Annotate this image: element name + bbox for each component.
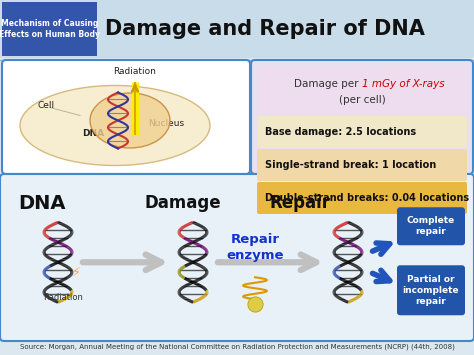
- FancyBboxPatch shape: [0, 174, 474, 341]
- Text: (per cell): (per cell): [338, 95, 385, 105]
- Text: 1 mGy of X-rays: 1 mGy of X-rays: [362, 79, 445, 89]
- Text: DNA: DNA: [18, 194, 65, 213]
- FancyBboxPatch shape: [257, 149, 467, 181]
- Text: Single-strand break: 1 location: Single-strand break: 1 location: [265, 160, 436, 170]
- Text: Base damage: 2.5 locations: Base damage: 2.5 locations: [265, 127, 416, 137]
- Ellipse shape: [20, 86, 210, 165]
- Text: Damage and Repair of DNA: Damage and Repair of DNA: [105, 19, 425, 39]
- Bar: [2, 2, 97, 56]
- Ellipse shape: [90, 93, 170, 148]
- Text: Source: Morgan, Annual Meeting of the National Committee on Radiation Protection: Source: Morgan, Annual Meeting of the Na…: [19, 344, 455, 350]
- Text: Repair: Repair: [270, 194, 331, 212]
- FancyBboxPatch shape: [251, 60, 473, 174]
- Text: DNA: DNA: [82, 129, 104, 138]
- Text: Radiation: Radiation: [43, 293, 83, 302]
- FancyBboxPatch shape: [397, 207, 465, 245]
- Text: Nucleus: Nucleus: [148, 119, 184, 128]
- Text: Radiation: Radiation: [114, 67, 156, 76]
- Text: Repair
enzyme: Repair enzyme: [226, 233, 284, 262]
- Text: Cell: Cell: [38, 101, 55, 110]
- FancyBboxPatch shape: [257, 116, 467, 148]
- FancyBboxPatch shape: [257, 66, 467, 115]
- Text: ⚡: ⚡: [72, 266, 81, 279]
- Text: Partial or
incomplete
repair: Partial or incomplete repair: [403, 275, 459, 306]
- FancyBboxPatch shape: [397, 265, 465, 315]
- Text: Double-strand breaks: 0.04 locations: Double-strand breaks: 0.04 locations: [265, 193, 469, 203]
- Text: Mechanism of Causing
Effects on Human Body: Mechanism of Causing Effects on Human Bo…: [0, 18, 100, 39]
- Text: Damage per: Damage per: [294, 79, 362, 89]
- FancyBboxPatch shape: [2, 60, 250, 174]
- FancyBboxPatch shape: [257, 182, 467, 214]
- Text: Complete
repair: Complete repair: [407, 216, 455, 236]
- Bar: [0, 0, 474, 58]
- Text: Damage: Damage: [145, 194, 222, 212]
